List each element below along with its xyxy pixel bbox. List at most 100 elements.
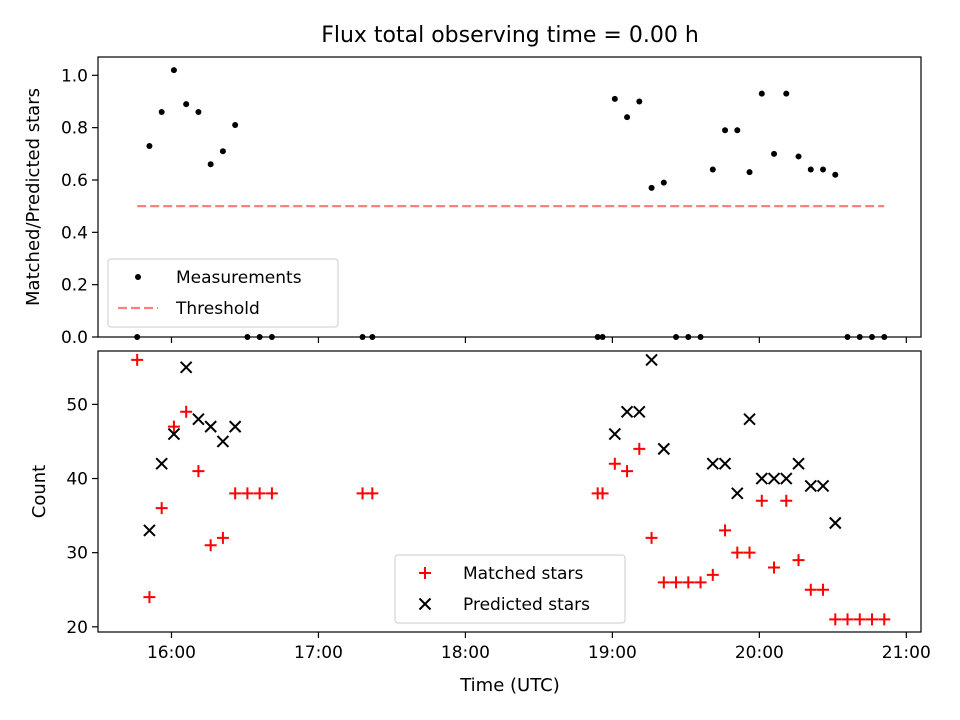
matched-star-point <box>241 487 254 500</box>
x-tick-label: 19:00 <box>588 643 637 663</box>
measurement-point <box>709 166 716 173</box>
matched-star-point <box>645 531 658 544</box>
matched-star-point <box>743 546 756 559</box>
predicted-star-point <box>167 427 181 441</box>
matched-star-point <box>804 583 817 596</box>
axes-frame <box>97 350 922 633</box>
matched-star-point <box>670 576 683 589</box>
predicted-star-point <box>657 442 671 456</box>
measurement-point <box>722 127 729 134</box>
matched-star-point <box>366 487 379 500</box>
x-tick-label: 17:00 <box>294 643 343 663</box>
measurement-point <box>783 90 790 97</box>
predicted-star-point <box>228 420 242 433</box>
matched-star-point <box>621 465 634 478</box>
top-panel: 0.0 0.2 0.4 0.6 0.8 1.0 Matched/Predicted star… <box>23 56 922 348</box>
matched-star-point <box>657 576 670 589</box>
predicted-star-point <box>718 457 732 470</box>
y-tick-label: 1.0 <box>61 66 88 86</box>
y-tick-label: 0.2 <box>61 276 88 296</box>
matched-star-point <box>841 613 854 626</box>
legend-label: Measurements <box>176 268 302 288</box>
y-tick-label: 50 <box>66 395 88 415</box>
predicted-star-point <box>767 472 781 485</box>
matched-star-point <box>853 613 866 626</box>
y-tick-label: 0.0 <box>61 328 88 348</box>
predicted-star-point <box>816 479 830 493</box>
measurement-point <box>232 122 239 129</box>
predicted-star-point <box>179 361 193 374</box>
measurement-point <box>219 148 226 155</box>
y-tick-label: 0.6 <box>61 171 88 191</box>
legend-box <box>107 258 339 328</box>
predicted-star-point <box>216 435 230 448</box>
predicted-star-point <box>645 353 658 367</box>
matched-star-point <box>253 487 266 500</box>
measurement-point <box>795 153 802 160</box>
measurement-point <box>624 114 631 121</box>
predicted-star-point <box>755 472 768 485</box>
y-tick-label: 0.8 <box>61 119 88 139</box>
y-tick-label: 30 <box>66 544 88 564</box>
matched-star-point <box>608 457 621 470</box>
matched-star-point <box>596 487 609 500</box>
matched-star-point <box>719 524 732 537</box>
measurement-point <box>648 184 655 191</box>
predicted-star-point <box>204 420 217 433</box>
legend-matched-marker <box>419 567 431 579</box>
matched-star-point <box>229 487 242 500</box>
x-tick-label: 20:00 <box>735 643 784 663</box>
matched-star-point <box>192 465 205 478</box>
matched-star-point <box>829 613 842 626</box>
measurement-point <box>195 108 202 115</box>
x-tick-label: 18:00 <box>441 643 490 663</box>
measurement-point <box>820 166 827 173</box>
predicted-star-point <box>731 487 744 500</box>
predicted-star-point <box>608 427 622 441</box>
matched-star-point <box>633 442 646 455</box>
measurement-point <box>746 169 753 176</box>
measurement-point <box>832 171 839 178</box>
measurement-point <box>660 179 667 186</box>
matched-star-point <box>792 554 805 567</box>
predicted-star-point <box>620 405 634 419</box>
x-tick-label: 21:00 <box>882 643 931 663</box>
legend-box <box>394 554 626 624</box>
predicted-star-point <box>743 413 756 426</box>
measurement-point <box>636 98 643 105</box>
measurement-point <box>170 67 177 74</box>
predicted-star-point <box>829 516 842 530</box>
matched-star-point <box>131 353 144 366</box>
matched-star-point <box>731 546 744 559</box>
predicted-star-point <box>792 457 805 470</box>
measurement-point <box>758 90 765 97</box>
matched-star-point <box>155 502 168 515</box>
predicted-star-point <box>155 457 168 470</box>
legend-label: Matched stars <box>463 564 583 584</box>
legend-label: Threshold <box>175 299 260 319</box>
predicted-star-point <box>780 472 793 485</box>
measurement-point <box>183 101 190 108</box>
matched-star-point <box>878 613 891 626</box>
legend-predicted-marker <box>418 597 432 611</box>
measurement-point <box>734 127 741 134</box>
predicted-star-point <box>633 405 646 419</box>
matched-star-point <box>694 576 707 589</box>
matched-star-point <box>706 568 719 581</box>
matched-star-point <box>866 613 879 626</box>
matched-star-point <box>780 494 793 507</box>
matched-star-point <box>265 487 278 500</box>
matched-star-point <box>755 494 768 507</box>
predicted-star-point <box>192 413 205 426</box>
x-axis-label: Time (UTC) <box>459 675 560 696</box>
predicted-star-point <box>143 524 156 537</box>
measurement-point <box>807 166 814 173</box>
bottom-panel: 20 30 40 50 16:00 17:00 18:00 19:00 20:00 21:00 Co… <box>29 350 931 663</box>
matched-star-point <box>817 583 830 596</box>
measurement-point <box>771 150 778 157</box>
legend-measurements-marker <box>135 274 141 280</box>
axes-frame <box>97 56 922 338</box>
matched-star-point <box>180 405 193 418</box>
y-tick-label: 0.4 <box>61 223 88 243</box>
